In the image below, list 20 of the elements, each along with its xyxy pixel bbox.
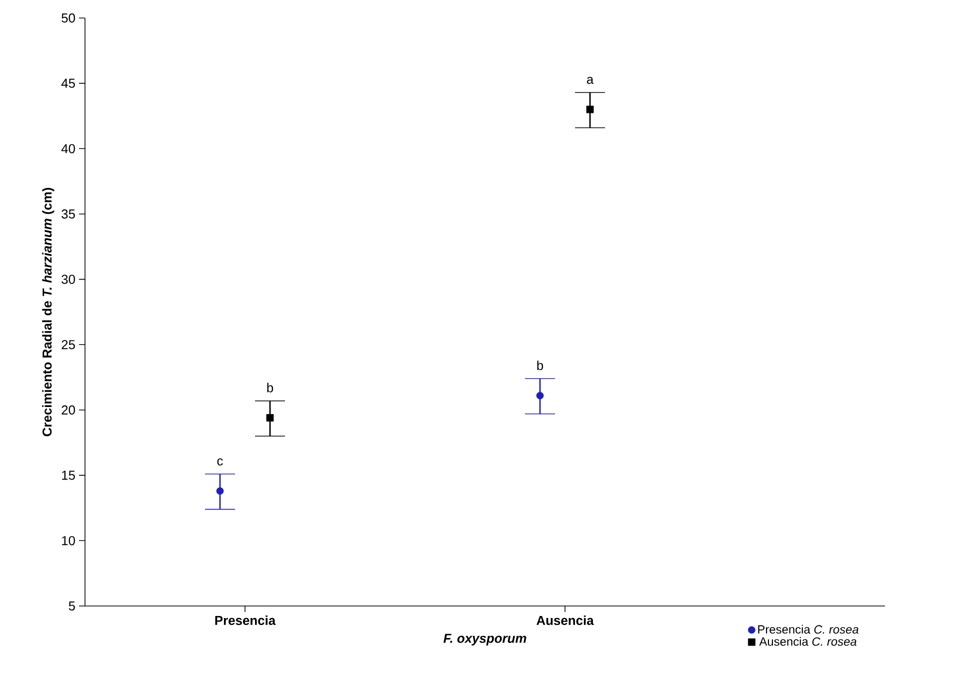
- annotation: b: [267, 382, 274, 392]
- x-axis-title: F. oxysporum: [444, 634, 526, 646]
- y-tick-label: 45: [61, 78, 75, 88]
- y-tick-label: 10: [62, 536, 75, 546]
- annotation: b: [537, 360, 544, 370]
- y-tick-label: 40: [61, 144, 75, 154]
- annotation: c: [217, 458, 223, 466]
- y-tick-label: 50: [62, 13, 75, 23]
- y-tick-label: 5: [68, 601, 75, 610]
- annotation: a: [586, 76, 594, 84]
- y-tick-label: 35: [62, 209, 75, 219]
- y-tick-label: 30: [62, 274, 75, 284]
- y-tick-label: 25: [62, 340, 75, 350]
- legend-label: Presencia C. rosea: [758, 624, 858, 634]
- x-tick-label: Ausencia: [536, 616, 594, 626]
- y-tick-label: 15: [62, 470, 75, 480]
- x-tick-label: Presencia: [215, 616, 276, 626]
- y-axis-title: Crecimiento Radial de T. harzianum (cm): [42, 188, 54, 436]
- legend-label: Ausencia C. rosea: [759, 637, 856, 646]
- y-tick-label: 20: [62, 405, 75, 415]
